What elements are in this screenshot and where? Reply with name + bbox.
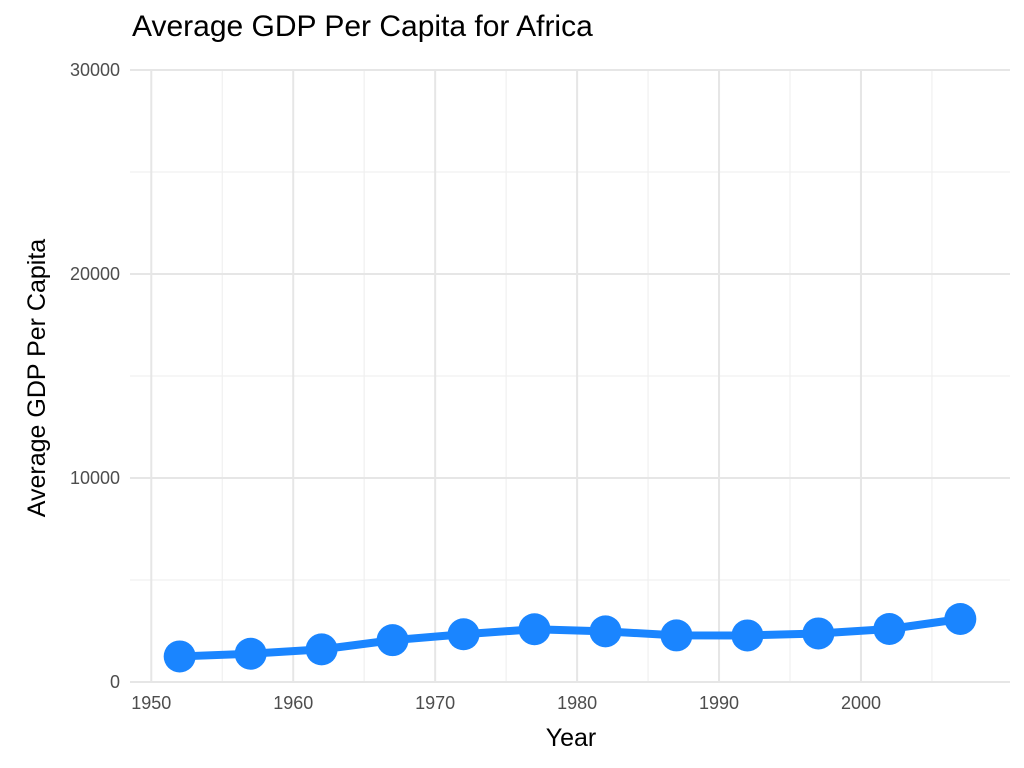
y-axis-tick-labels: 0 10000 20000 30000 [70, 60, 120, 692]
x-axis-tick-labels: 1950 1960 1970 1980 1990 2000 [131, 693, 881, 713]
data-point [305, 633, 338, 666]
y-tick-label: 0 [110, 672, 120, 692]
x-tick-label: 1990 [699, 693, 739, 713]
x-tick-label: 2000 [841, 693, 881, 713]
data-point [518, 613, 551, 646]
x-axis-title: Year [546, 724, 597, 752]
data-point [731, 619, 764, 652]
data-point [802, 617, 835, 650]
data-point [447, 618, 480, 651]
minor-gridlines [130, 70, 1010, 682]
data-point [873, 612, 906, 645]
y-tick-label: 20000 [70, 264, 120, 284]
data-point [589, 615, 622, 648]
data-point [660, 619, 693, 652]
data-point [163, 640, 196, 673]
x-tick-label: 1970 [415, 693, 455, 713]
y-axis-title: Average GDP Per Capita [23, 239, 51, 517]
major-gridlines [130, 69, 1010, 683]
data-point [376, 624, 409, 657]
y-tick-label: 10000 [70, 468, 120, 488]
x-tick-label: 1980 [557, 693, 597, 713]
y-tick-label: 30000 [70, 60, 120, 80]
data-point [944, 602, 977, 635]
series-line [175, 614, 965, 661]
series-group [163, 602, 977, 673]
x-tick-label: 1950 [131, 693, 171, 713]
x-tick-label: 1960 [273, 693, 313, 713]
chart-title: Average GDP Per Capita for Africa [132, 10, 593, 43]
data-point [234, 637, 267, 670]
